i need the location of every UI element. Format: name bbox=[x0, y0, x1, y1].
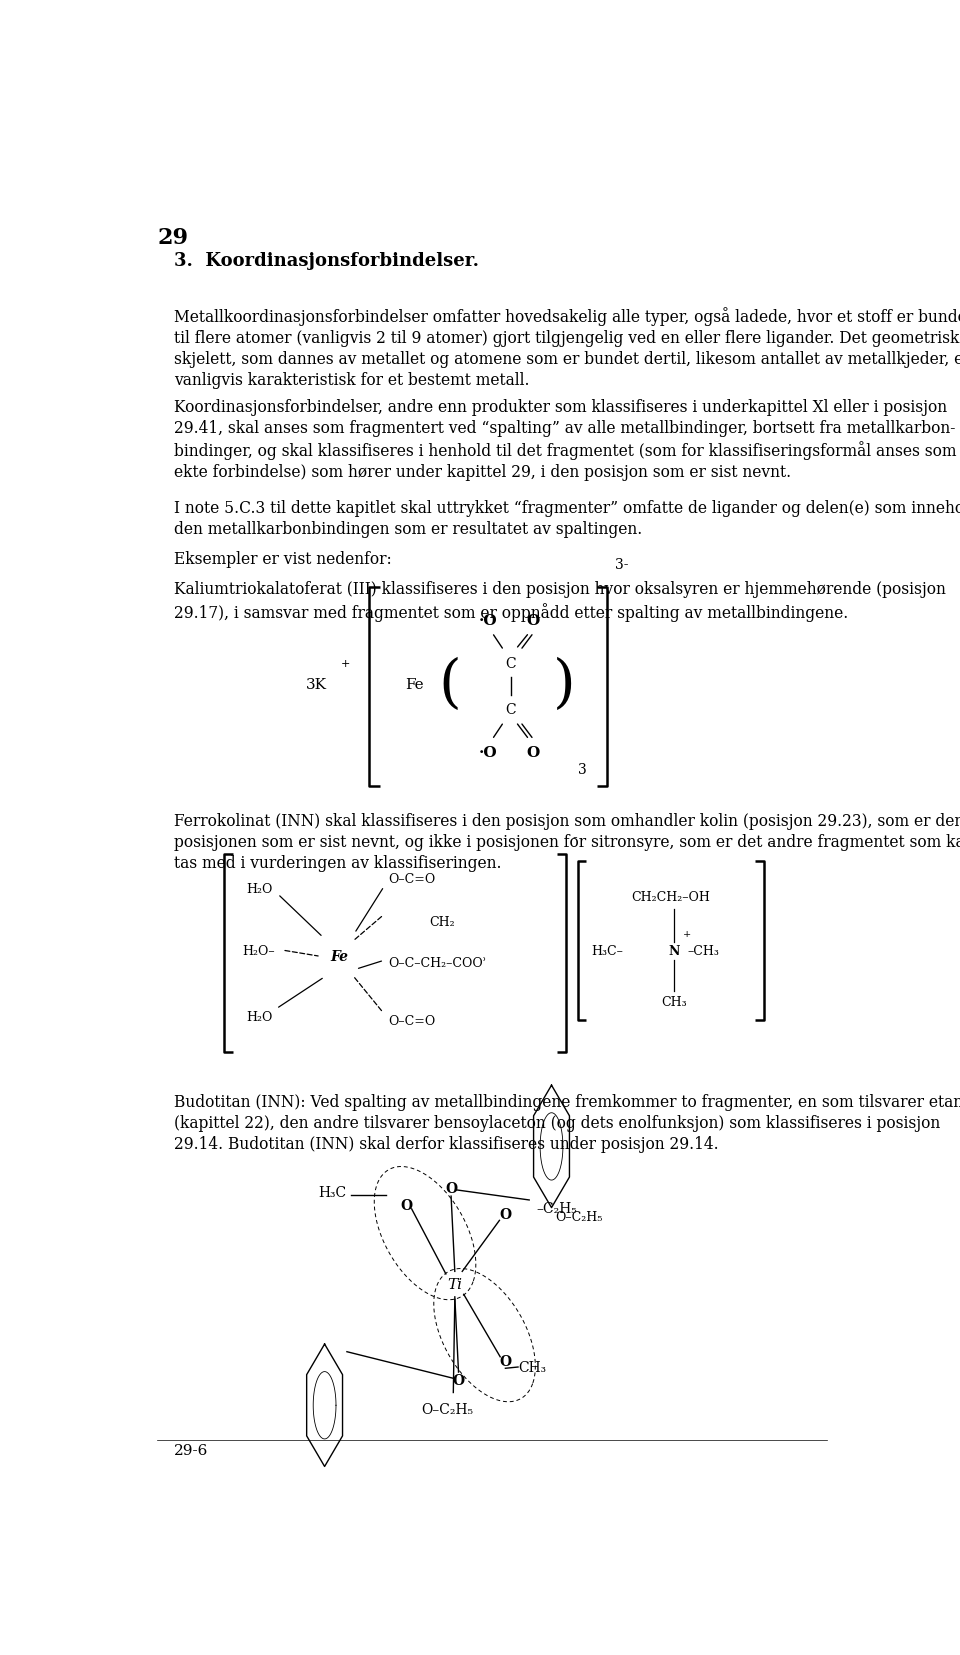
Text: O–C=O: O–C=O bbox=[388, 1015, 435, 1028]
Text: Ti: Ti bbox=[447, 1278, 463, 1291]
Text: -: - bbox=[770, 837, 775, 851]
Text: +: + bbox=[341, 659, 350, 669]
Text: O: O bbox=[526, 614, 540, 627]
Text: 3K: 3K bbox=[306, 677, 327, 692]
Text: (: ( bbox=[438, 655, 461, 712]
Text: O: O bbox=[526, 746, 540, 760]
Text: H₃C–: H₃C– bbox=[591, 943, 623, 957]
Text: H₂O: H₂O bbox=[247, 882, 273, 895]
Text: ·O: ·O bbox=[479, 614, 497, 627]
Text: Fe: Fe bbox=[330, 950, 348, 963]
Text: Budotitan (INN): Ved spalting av metallbindingene fremkommer to fragmenter, en s: Budotitan (INN): Ved spalting av metallb… bbox=[174, 1094, 960, 1152]
Text: CH₂: CH₂ bbox=[429, 915, 454, 928]
Text: O: O bbox=[445, 1182, 457, 1197]
Text: O–C–CH₂–COOʾ: O–C–CH₂–COOʾ bbox=[388, 957, 487, 970]
Text: N: N bbox=[668, 943, 680, 957]
Text: 3-: 3- bbox=[614, 558, 628, 573]
Text: 29-6: 29-6 bbox=[174, 1443, 208, 1456]
Text: O–C=O: O–C=O bbox=[388, 872, 435, 885]
Text: H₂O–: H₂O– bbox=[243, 943, 276, 957]
Text: Koordinasjonsforbindelser, andre enn produkter som klassifiseres i underkapittel: Koordinasjonsforbindelser, andre enn pro… bbox=[174, 399, 960, 482]
Text: -: - bbox=[572, 831, 577, 844]
Text: C: C bbox=[505, 657, 516, 670]
Text: 29: 29 bbox=[157, 227, 188, 248]
Text: CH₃: CH₃ bbox=[661, 995, 687, 1008]
Text: O: O bbox=[499, 1354, 512, 1367]
Text: I note 5.C.3 til dette kapitlet skal uttrykket “fragmenter” omfatte de ligander : I note 5.C.3 til dette kapitlet skal utt… bbox=[174, 500, 960, 538]
Text: O: O bbox=[400, 1198, 413, 1213]
Text: –C₂H₅: –C₂H₅ bbox=[537, 1202, 577, 1215]
Text: CH₂CH₂–OH: CH₂CH₂–OH bbox=[631, 890, 710, 904]
Text: O: O bbox=[452, 1374, 465, 1387]
Text: H₂O: H₂O bbox=[247, 1010, 273, 1023]
Text: H₃C: H₃C bbox=[318, 1185, 347, 1200]
Text: +: + bbox=[684, 930, 691, 938]
Text: ): ) bbox=[553, 655, 576, 712]
Text: Eksempler er vist nedenfor:: Eksempler er vist nedenfor: bbox=[174, 551, 392, 568]
Text: C: C bbox=[505, 703, 516, 717]
Text: Metallkoordinasjonsforbindelser omfatter hovedsakelig alle typer, også ladede, h: Metallkoordinasjonsforbindelser omfatter… bbox=[174, 306, 960, 389]
Text: O–C₂H₅: O–C₂H₅ bbox=[421, 1402, 473, 1417]
Text: O: O bbox=[499, 1206, 512, 1221]
Text: CH₃: CH₃ bbox=[518, 1360, 546, 1374]
Text: ·O: ·O bbox=[479, 746, 497, 760]
Text: 3: 3 bbox=[578, 763, 587, 776]
Text: Fe: Fe bbox=[405, 677, 423, 692]
Text: Kaliumtriokalatoferat (III) klassifiseres i den posisjon hvor oksalsyren er hjem: Kaliumtriokalatoferat (III) klassifisere… bbox=[174, 581, 946, 621]
Text: 3.  Koordinasjonsforbindelser.: 3. Koordinasjonsforbindelser. bbox=[174, 252, 479, 270]
Text: –CH₃: –CH₃ bbox=[687, 943, 720, 957]
Text: Ferrokolinat (INN) skal klassifiseres i den posisjon som omhandler kolin (posisj: Ferrokolinat (INN) skal klassifiseres i … bbox=[174, 813, 960, 872]
Text: O–C₂H₅: O–C₂H₅ bbox=[555, 1210, 603, 1223]
